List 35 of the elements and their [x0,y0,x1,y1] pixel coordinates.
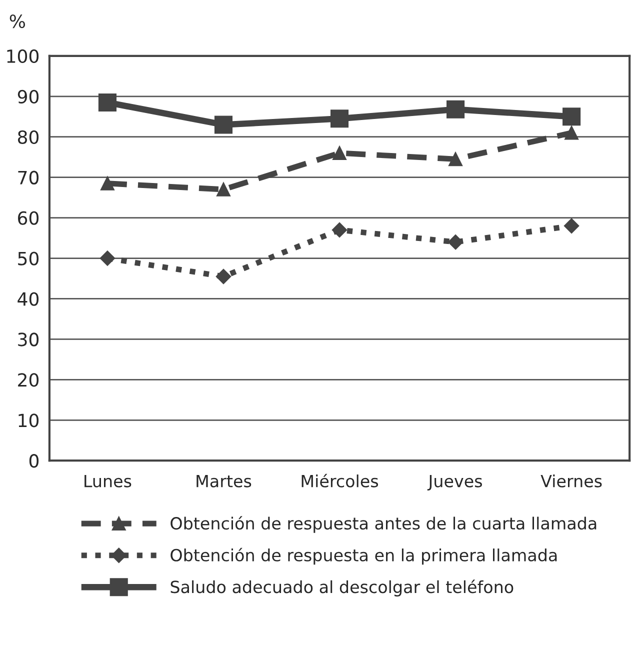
y-tick-label: 100 [7,49,39,64]
x-tick-label: Lunes [84,475,132,488]
y-tick-label: 10 [18,414,39,428]
point [564,218,580,234]
point [98,93,116,112]
y-tick-label: 80 [18,130,39,144]
point [564,126,578,140]
point [448,152,462,166]
point [448,234,464,250]
point [216,268,232,284]
point [562,108,581,126]
point [330,110,349,128]
y-tick-label: 40 [18,292,39,306]
y-axis-title: % [10,14,26,28]
point [332,146,346,160]
point [446,100,465,118]
point [216,182,230,196]
legend-label: Obtención de respuesta antes de la cuarta llamada [170,516,596,533]
x-tick-label: Martes [196,475,252,488]
point [332,222,348,238]
legend-label: Obtención de respuesta en la primera llamada [170,548,557,565]
y-tick-label: 20 [18,373,39,387]
x-tick-label: Jueves [427,475,482,490]
y-tick-label: 0 [29,454,39,468]
x-tick-label: Viernes [540,474,602,488]
point [214,116,233,134]
x-tick-label: Miércoles [302,474,378,488]
y-tick-label: 90 [18,90,39,104]
point [100,176,114,190]
y-tick-label: 60 [18,211,39,225]
y-tick-label: 30 [18,332,39,346]
legend-label: Saludo adecuado al descolgar el teléfono [170,580,514,596]
y-tick-label: 70 [18,170,39,184]
y-tick-label: 50 [18,252,39,266]
point [100,250,116,266]
